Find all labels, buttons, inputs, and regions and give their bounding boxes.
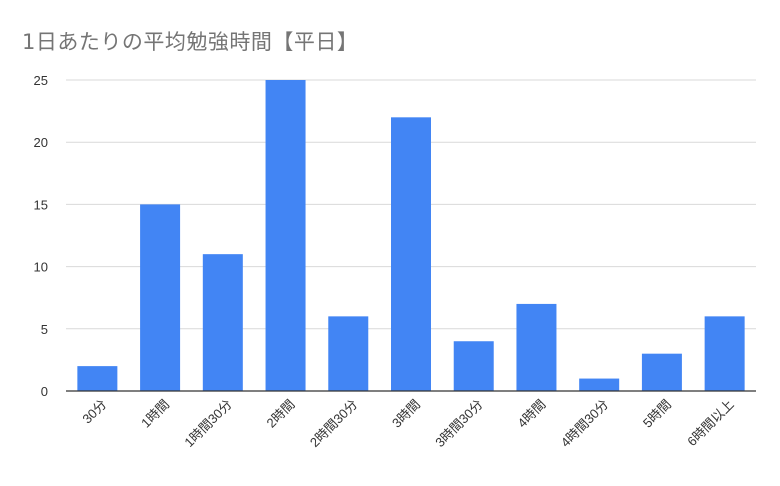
- x-tick-label: 5時間: [640, 397, 674, 431]
- bar: [391, 117, 431, 391]
- y-tick-label: 0: [41, 384, 48, 399]
- bar: [265, 80, 306, 391]
- x-tick-label: 30分: [79, 397, 109, 427]
- bar: [641, 353, 682, 391]
- bar: [516, 303, 557, 391]
- bars: [77, 80, 745, 391]
- y-tick-label: 15: [34, 197, 48, 212]
- x-tick-label: 3時間30分: [432, 397, 486, 451]
- x-tick-label: 4時間30分: [558, 397, 612, 451]
- y-tick-label: 20: [34, 135, 48, 150]
- x-tick-label: 2時間30分: [307, 397, 361, 451]
- bar: [202, 254, 243, 391]
- chart-title: 1日あたりの平均勉強時間【平日】: [22, 30, 359, 54]
- y-tick-label: 5: [41, 322, 48, 337]
- bar: [140, 204, 181, 391]
- x-axis-tick-labels: 30分 1時間 1時間30分 2時間 2時間30分 3時間 3時間30分 4時間 4時間30分 5…: [79, 397, 736, 451]
- bar: [704, 316, 745, 391]
- bar: [453, 341, 494, 391]
- x-tick-label: 2時間: [264, 397, 298, 431]
- y-axis-tick-labels: 0 5 10 15 20 25: [34, 73, 48, 399]
- y-tick-label: 10: [34, 260, 48, 275]
- x-tick-label: 6時間以上: [684, 397, 736, 449]
- bar: [77, 366, 118, 391]
- x-tick-label: 3時間: [389, 397, 423, 431]
- bar: [579, 378, 620, 391]
- x-tick-label: 4時間: [514, 397, 548, 431]
- y-tick-label: 25: [34, 73, 48, 88]
- x-tick-label: 1時間: [138, 397, 172, 431]
- x-tick-label: 1時間30分: [181, 397, 235, 451]
- bar: [328, 316, 369, 391]
